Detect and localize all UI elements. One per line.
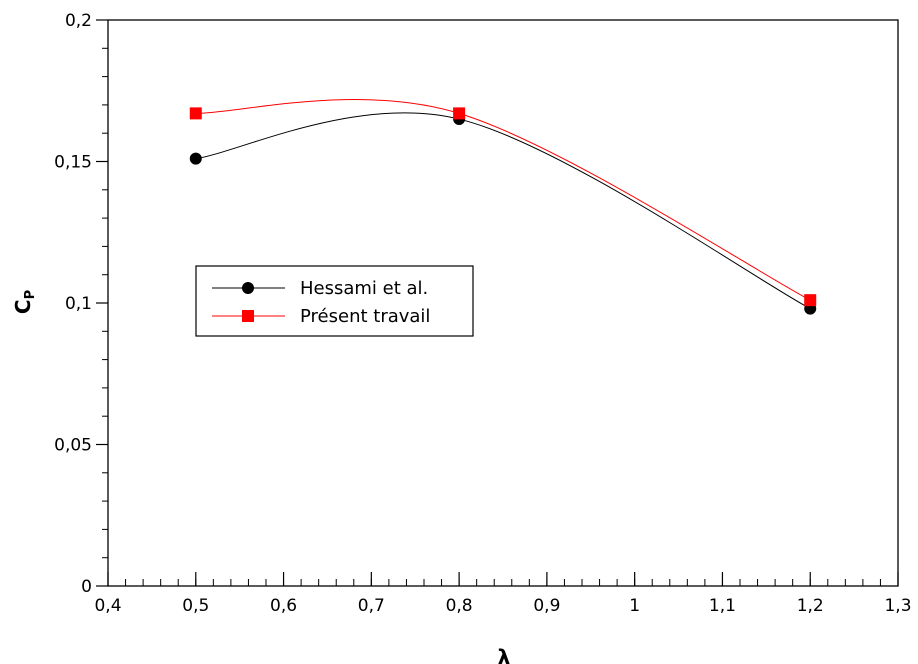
data-point-series-1 [453, 107, 466, 120]
x-tick-label: 0,5 [182, 596, 209, 616]
x-axis-title: λ [498, 645, 511, 664]
x-tick-label: 0,6 [270, 596, 297, 616]
y-tick-label: 0,15 [54, 153, 92, 173]
legend-marker-present [242, 310, 254, 322]
series-line-1 [195, 99, 811, 301]
y-axis-title-main: C [11, 299, 35, 314]
x-tick-label: 1,1 [709, 596, 736, 616]
x-tick-label: 1,2 [797, 596, 824, 616]
legend-marker-hessami [242, 282, 254, 294]
data-point-series-1 [804, 294, 817, 307]
series-layer [189, 99, 817, 315]
x-tick-label: 1 [629, 596, 640, 616]
y-tick-label: 0,05 [54, 436, 92, 456]
axes: 0,4 0,5 0,6 0,7 0,8 0,9 1 1,1 1,2 1,3 0 0,05 0,1 0,15… [54, 11, 911, 616]
legend-box [195, 265, 474, 337]
x-tick-label: 0,9 [533, 596, 560, 616]
y-tick-label: 0 [81, 577, 92, 597]
x-tick-label: 0,7 [358, 596, 385, 616]
data-point-series-0 [189, 152, 202, 165]
x-tick-label: 0,8 [446, 596, 473, 616]
x-tick-label: 1,3 [884, 596, 911, 616]
legend: Hessami et al. Présent travail [195, 265, 474, 337]
legend-label-hessami: Hessami et al. [300, 278, 428, 299]
series-line-0 [195, 112, 811, 310]
y-tick-label: 0,1 [65, 294, 92, 314]
legend-label-present: Présent travail [300, 306, 430, 327]
y-axis-title: CP [11, 290, 38, 314]
y-tick-label: 0,2 [65, 11, 92, 31]
y-axis-title-subscript: P [23, 290, 38, 300]
x-tick-label: 0,4 [94, 596, 121, 616]
data-point-series-1 [189, 107, 202, 120]
